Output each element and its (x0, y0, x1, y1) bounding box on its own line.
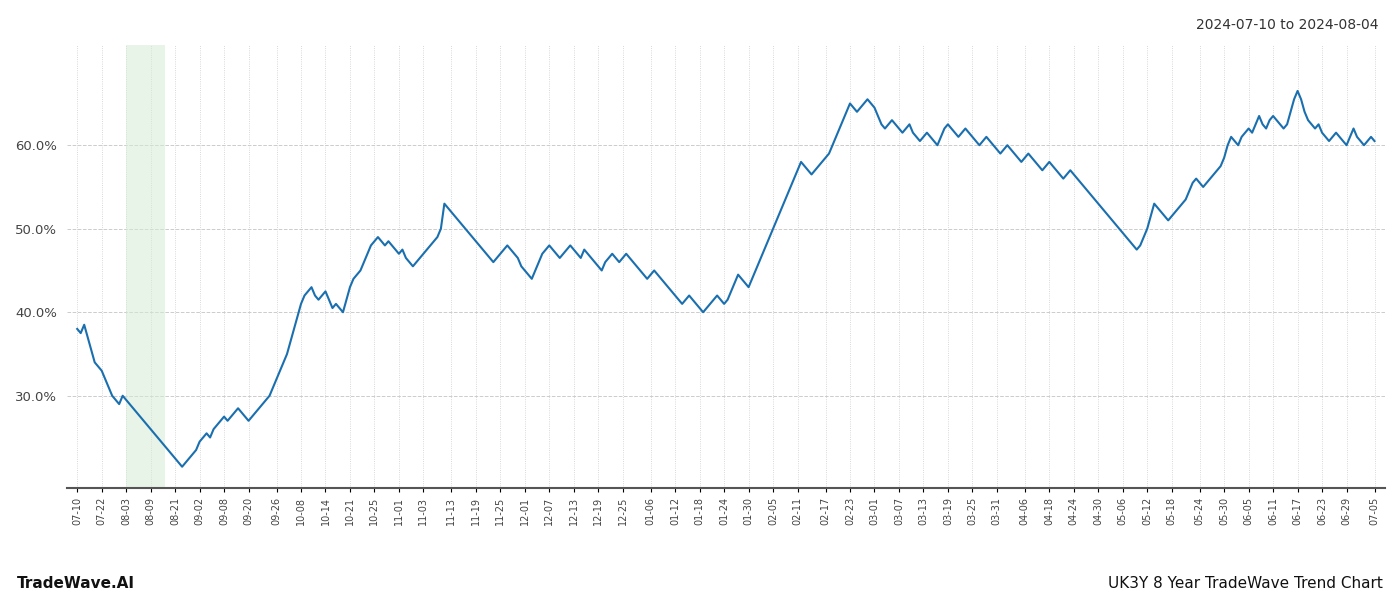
Text: UK3Y 8 Year TradeWave Trend Chart: UK3Y 8 Year TradeWave Trend Chart (1109, 576, 1383, 591)
Text: TradeWave.AI: TradeWave.AI (17, 576, 134, 591)
Text: 2024-07-10 to 2024-08-04: 2024-07-10 to 2024-08-04 (1197, 18, 1379, 32)
Bar (126, 45, 165, 488)
